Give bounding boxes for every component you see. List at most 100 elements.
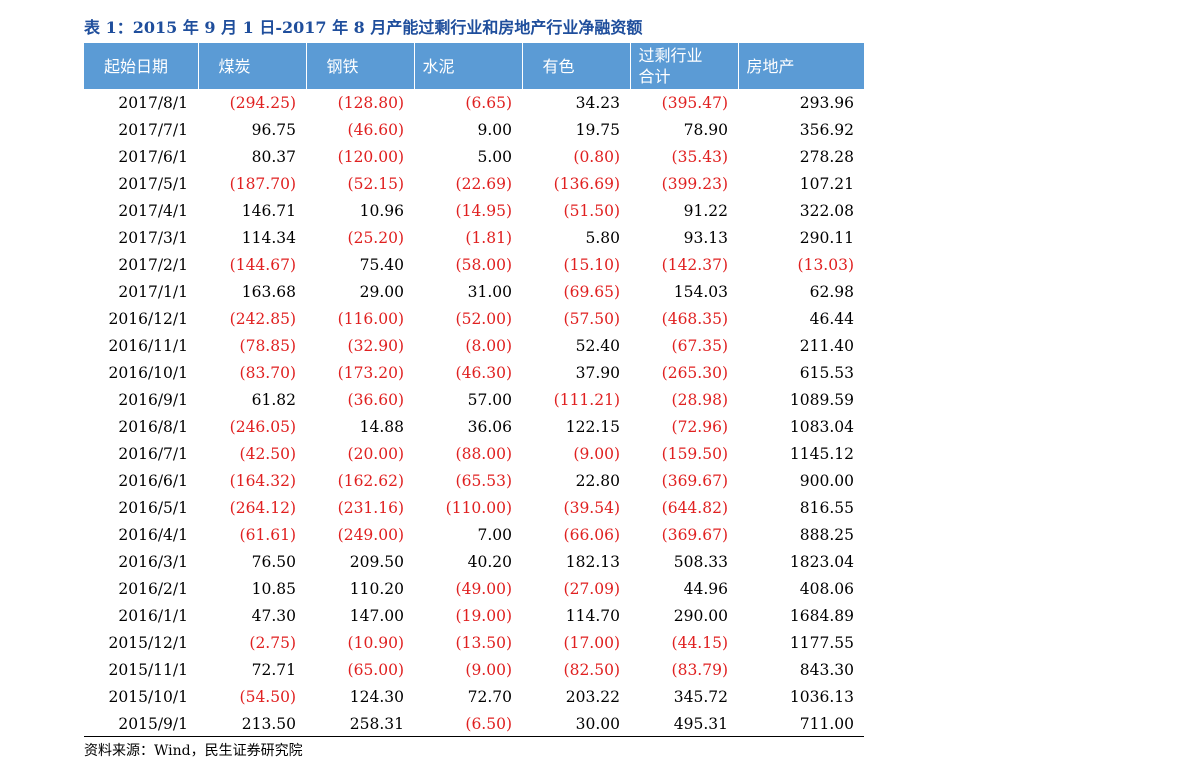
value-cell: 62.98 bbox=[809, 282, 854, 301]
col-header-cement: 水泥 bbox=[414, 43, 523, 89]
value-cell: (20.00) bbox=[347, 444, 404, 463]
value-cell: 182.13 bbox=[565, 552, 620, 571]
value-cell: 5.80 bbox=[585, 228, 620, 247]
value-cell: (52.00) bbox=[455, 309, 512, 328]
table-row: 2017/1/1 163.68 29.00 31.00 (69.65) 154.03 62.… bbox=[84, 278, 864, 305]
date-cell: 2016/7/1 bbox=[118, 444, 188, 463]
value-cell: 1823.04 bbox=[789, 552, 854, 571]
value-cell: (13.50) bbox=[455, 633, 512, 652]
value-cell: 1177.55 bbox=[789, 633, 854, 652]
value-cell: (8.00) bbox=[465, 336, 512, 355]
table-row: 2015/11/1 72.71 (65.00) (9.00) (82.50) (83.79… bbox=[84, 656, 864, 683]
table-row: 2017/3/1 114.34 (25.20) (1.81) 5.80 93.13 290.… bbox=[84, 224, 864, 251]
value-cell: 46.44 bbox=[809, 309, 854, 328]
table-row: 2017/4/1 146.71 10.96 (14.95) (51.50) 91.22 32… bbox=[84, 197, 864, 224]
col-header-date: 起始日期 bbox=[84, 43, 199, 89]
value-cell: 9.00 bbox=[477, 120, 512, 139]
col-header-overcapacity-line1: 过剩行业 bbox=[638, 46, 703, 65]
value-cell: 107.21 bbox=[799, 174, 854, 193]
value-cell: 408.06 bbox=[799, 579, 854, 598]
value-cell: (27.09) bbox=[563, 579, 620, 598]
value-cell: 1089.59 bbox=[789, 390, 854, 409]
value-cell: (88.00) bbox=[455, 444, 512, 463]
value-cell: 1083.04 bbox=[789, 417, 854, 436]
value-cell: 110.20 bbox=[349, 579, 404, 598]
value-cell: (142.37) bbox=[661, 255, 728, 274]
col-header-nonferrous: 有色 bbox=[522, 43, 631, 89]
value-cell: 122.15 bbox=[565, 417, 620, 436]
value-cell: 888.25 bbox=[799, 525, 854, 544]
value-cell: 1036.13 bbox=[789, 687, 854, 706]
value-cell: (65.53) bbox=[455, 471, 512, 490]
value-cell: (35.43) bbox=[671, 147, 728, 166]
value-cell: (265.30) bbox=[661, 363, 728, 382]
value-cell: 213.50 bbox=[241, 714, 296, 733]
value-cell: (294.25) bbox=[229, 93, 296, 112]
value-cell: 114.70 bbox=[565, 606, 620, 625]
value-cell: 495.31 bbox=[673, 714, 728, 733]
value-cell: (61.61) bbox=[239, 525, 296, 544]
table-row: 2016/1/1 47.30 147.00 (19.00) 114.70 290.00 16… bbox=[84, 602, 864, 629]
value-cell: (110.00) bbox=[445, 498, 512, 517]
value-cell: (144.67) bbox=[229, 255, 296, 274]
date-cell: 2015/12/1 bbox=[108, 633, 188, 652]
value-cell: (162.62) bbox=[337, 471, 404, 490]
value-cell: 75.40 bbox=[359, 255, 404, 274]
col-header-overcapacity-line2: 合计 bbox=[638, 67, 671, 86]
value-cell: (9.00) bbox=[465, 660, 512, 679]
value-cell: 211.40 bbox=[799, 336, 854, 355]
value-cell: 356.92 bbox=[799, 120, 854, 139]
value-cell: 163.68 bbox=[241, 282, 296, 301]
col-header-real-estate: 房地产 bbox=[746, 56, 795, 76]
value-cell: (120.00) bbox=[337, 147, 404, 166]
value-cell: 29.00 bbox=[359, 282, 404, 301]
value-cell: 1684.89 bbox=[789, 606, 854, 625]
value-cell: (9.00) bbox=[573, 444, 620, 463]
value-cell: 76.50 bbox=[251, 552, 296, 571]
table-row: 2016/3/1 76.50 209.50 40.20 182.13 508.33 1823… bbox=[84, 548, 864, 575]
value-cell: 10.96 bbox=[359, 201, 404, 220]
date-cell: 2015/10/1 bbox=[108, 687, 188, 706]
table-row: 2017/8/1 (294.25) (128.80) (6.65) 34.23 (395.… bbox=[84, 89, 864, 116]
value-cell: (159.50) bbox=[661, 444, 728, 463]
value-cell: 72.71 bbox=[251, 660, 296, 679]
value-cell: (66.06) bbox=[563, 525, 620, 544]
value-cell: (136.69) bbox=[553, 174, 620, 193]
date-cell: 2017/3/1 bbox=[118, 228, 188, 247]
value-cell: 22.80 bbox=[575, 471, 620, 490]
table-bottom-rule bbox=[84, 736, 864, 737]
value-cell: (22.69) bbox=[455, 174, 512, 193]
value-cell: (164.32) bbox=[229, 471, 296, 490]
date-cell: 2015/11/1 bbox=[108, 660, 188, 679]
value-cell: (36.60) bbox=[347, 390, 404, 409]
value-cell: 31.00 bbox=[467, 282, 512, 301]
date-cell: 2017/5/1 bbox=[118, 174, 188, 193]
table-row: 2016/9/1 61.82 (36.60) 57.00 (111.21) (28.98)… bbox=[84, 386, 864, 413]
source-note: 资料来源：Wind，民生证券研究院 bbox=[84, 743, 303, 759]
value-cell: (111.21) bbox=[553, 390, 620, 409]
value-cell: (10.90) bbox=[347, 633, 404, 652]
value-cell: (82.50) bbox=[563, 660, 620, 679]
value-cell: (116.00) bbox=[337, 309, 404, 328]
value-cell: 7.00 bbox=[477, 525, 512, 544]
value-cell: 80.37 bbox=[251, 147, 296, 166]
value-cell: (395.47) bbox=[661, 93, 728, 112]
col-header-overcapacity-total: 过剩行业 合计 bbox=[630, 43, 739, 89]
financing-table: 起始日期 煤炭 钢铁 水泥 有色 过剩行业 合计 房地产 2017/8/1 (29… bbox=[84, 43, 864, 737]
value-cell: 114.34 bbox=[241, 228, 296, 247]
value-cell: (28.98) bbox=[671, 390, 728, 409]
value-cell: 57.00 bbox=[467, 390, 512, 409]
value-cell: (1.81) bbox=[465, 228, 512, 247]
value-cell: (83.79) bbox=[671, 660, 728, 679]
value-cell: 5.00 bbox=[477, 147, 512, 166]
value-cell: (187.70) bbox=[229, 174, 296, 193]
value-cell: 843.30 bbox=[799, 660, 854, 679]
value-cell: (242.85) bbox=[229, 309, 296, 328]
date-cell: 2017/1/1 bbox=[118, 282, 188, 301]
value-cell: 14.88 bbox=[359, 417, 404, 436]
date-cell: 2016/11/1 bbox=[108, 336, 188, 355]
value-cell: (6.65) bbox=[465, 93, 512, 112]
value-cell: (69.65) bbox=[563, 282, 620, 301]
value-cell: (369.67) bbox=[661, 525, 728, 544]
value-cell: 154.03 bbox=[673, 282, 728, 301]
